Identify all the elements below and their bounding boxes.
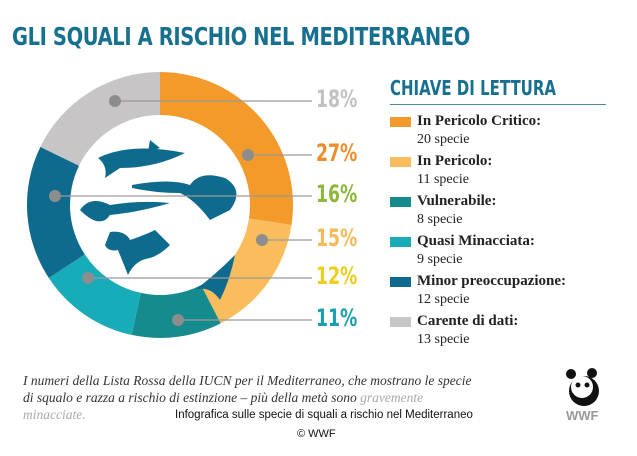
caption-main: I numeri della Lista Rossa della IUCN pe…: [23, 373, 472, 405]
leader-dot: [49, 190, 61, 202]
legend-swatch: [390, 157, 411, 167]
leader-dot: [109, 95, 121, 107]
wwf-logo-text: WWF: [566, 408, 599, 423]
legend-swatch: [390, 277, 411, 287]
legend-count: 8 specie: [417, 212, 463, 227]
donut-chart: [26, 72, 312, 338]
infographic-caption: I numeri della Lista Rossa della IUCN pe…: [23, 372, 483, 423]
leader-dot: [256, 234, 268, 246]
infographic-title: GLI SQUALI A RISCHIO NEL MEDITERRANEO: [12, 22, 470, 51]
legend-label: Vulnerabile:: [417, 193, 497, 209]
legend-count: 13 specie: [417, 332, 470, 347]
legend-label: In Pericolo:: [417, 153, 493, 169]
percent-label: 12%: [316, 262, 358, 290]
legend-label: In Pericolo Critico:: [417, 113, 542, 129]
legend-swatch: [390, 117, 411, 127]
copyright: © WWF: [297, 428, 336, 440]
legend-swatch: [390, 237, 411, 247]
leader-dot: [82, 272, 94, 284]
legend-label: Quasi Minacciata:: [417, 233, 535, 249]
legend-count: 20 specie: [417, 132, 470, 147]
donut-segment-1: [201, 218, 292, 324]
percent-label: 18%: [316, 85, 358, 113]
legend-divider: [390, 104, 606, 105]
donut-segment-4: [26, 146, 85, 278]
donut-segment-3: [48, 254, 141, 335]
percent-label: 15%: [316, 224, 358, 252]
image-caption: Infografica sulle specie di squali a ris…: [175, 409, 473, 421]
legend-title: CHIAVE DI LETTURA: [390, 76, 557, 100]
percent-label: 27%: [316, 139, 358, 167]
donut-segment-2: [131, 285, 221, 338]
donut-segment-0: [160, 72, 293, 225]
leader-dot: [172, 314, 184, 326]
legend-count: 11 specie: [417, 172, 469, 187]
legend-count: 12 specie: [417, 292, 470, 307]
legend-swatch: [390, 317, 411, 327]
wwf-panda-logo-icon: [566, 368, 599, 406]
legend-count: 9 specie: [417, 252, 463, 267]
legend-swatch: [390, 197, 411, 207]
leader-dot: [242, 149, 254, 161]
donut-segment-5: [40, 72, 161, 166]
legend-label: Minor preoccupazione:: [417, 273, 567, 289]
legend-label: Carente di dati:: [417, 313, 519, 329]
percent-label: 11%: [316, 304, 358, 332]
percent-label: 16%: [316, 180, 358, 208]
caption-faint: gravemente minacciate.: [23, 390, 424, 422]
